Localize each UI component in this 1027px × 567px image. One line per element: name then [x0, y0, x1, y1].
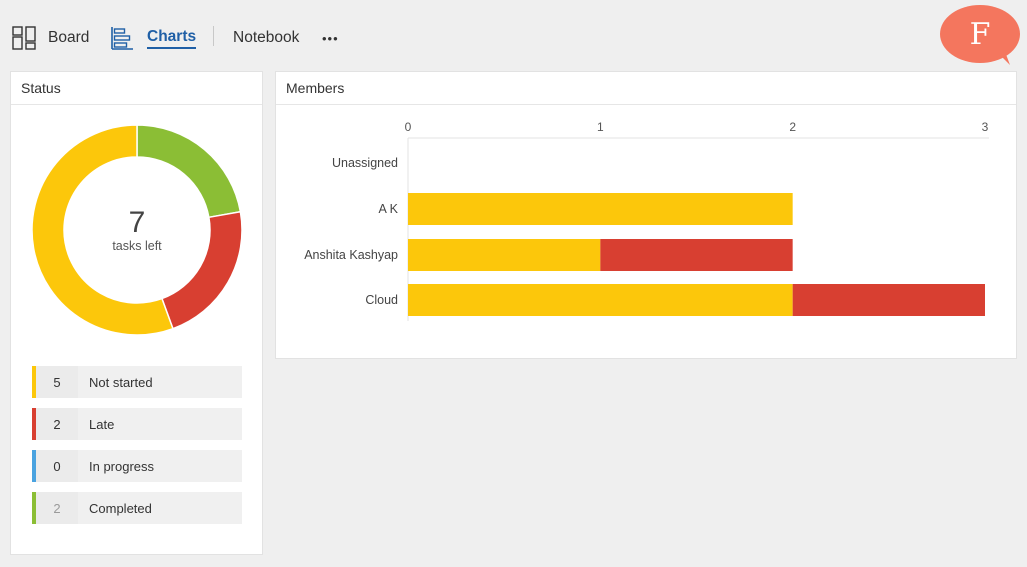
x-tick-label: 3 [982, 120, 989, 134]
x-tick-label: 0 [405, 120, 412, 134]
legend-item-completed[interactable]: 2 Completed [32, 492, 242, 524]
legend-swatch [32, 492, 36, 524]
category-label: Cloud [365, 293, 398, 307]
bar-segment[interactable] [792, 284, 985, 316]
tab-charts-label: Charts [147, 28, 197, 49]
nav-divider [213, 26, 214, 46]
legend-item-in-progress[interactable]: 0 In progress [32, 450, 242, 482]
donut-slice-not-started[interactable] [31, 124, 174, 336]
legend-swatch [32, 366, 36, 398]
bar-segment[interactable] [408, 284, 793, 316]
status-donut-chart [31, 124, 243, 336]
members-panel: Members 0 1 2 3 Unassigned A K Anshita Kashyap… [275, 71, 1017, 359]
tasks-left-caption: tasks left [112, 239, 162, 253]
tab-board-label: Board [48, 29, 90, 46]
tab-notebook-label: Notebook [233, 29, 300, 46]
legend-count: 2 [36, 408, 78, 440]
legend-label: Late [89, 416, 115, 432]
top-nav: Board Charts Notebook ••• F [0, 0, 1027, 72]
legend-item-late[interactable]: 2 Late [32, 408, 242, 440]
tab-notebook[interactable]: Notebook [233, 24, 299, 52]
legend-item-not-started[interactable]: 5 Not started [32, 366, 242, 398]
status-panel-title: Status [11, 72, 262, 105]
charts-icon [111, 27, 133, 50]
bar-segment[interactable] [600, 239, 793, 271]
legend-count: 5 [36, 366, 78, 398]
legend-swatch [32, 450, 36, 482]
legend-label: Completed [89, 500, 152, 516]
legend-swatch [32, 408, 36, 440]
donut-center: 7 tasks left [31, 124, 243, 336]
members-bar-chart: 0 1 2 3 Unassigned A K Anshita Kashyap Cloud [304, 120, 989, 321]
bar-segment[interactable] [408, 193, 793, 225]
bar-segment[interactable] [408, 239, 601, 271]
members-panel-title: Members [276, 72, 1016, 105]
avatar[interactable]: F [940, 5, 1022, 65]
legend-label: In progress [89, 458, 155, 474]
board-icon [12, 26, 36, 50]
status-legend: 5 Not started 2 Late 0 In progress 2 Com… [32, 366, 242, 534]
legend-count: 0 [36, 450, 78, 482]
tab-board[interactable]: Board [12, 24, 89, 52]
x-tick-label: 1 [597, 120, 604, 134]
more-icon: ••• [322, 30, 339, 46]
legend-count: 2 [36, 492, 78, 524]
avatar-bubble-icon [940, 5, 1020, 65]
tab-charts[interactable]: Charts [110, 24, 197, 52]
x-tick-label: 2 [789, 120, 796, 134]
category-label: Unassigned [332, 156, 398, 170]
category-label: Anshita Kashyap [304, 248, 398, 262]
avatar-initial: F [969, 16, 991, 52]
legend-label: Not started [89, 374, 153, 390]
category-label: A K [379, 202, 399, 216]
status-panel: Status 7 tasks left 5 Not started 2 Late… [10, 71, 263, 555]
more-options-button[interactable]: ••• [322, 24, 339, 52]
tasks-left-count: 7 [128, 206, 146, 239]
